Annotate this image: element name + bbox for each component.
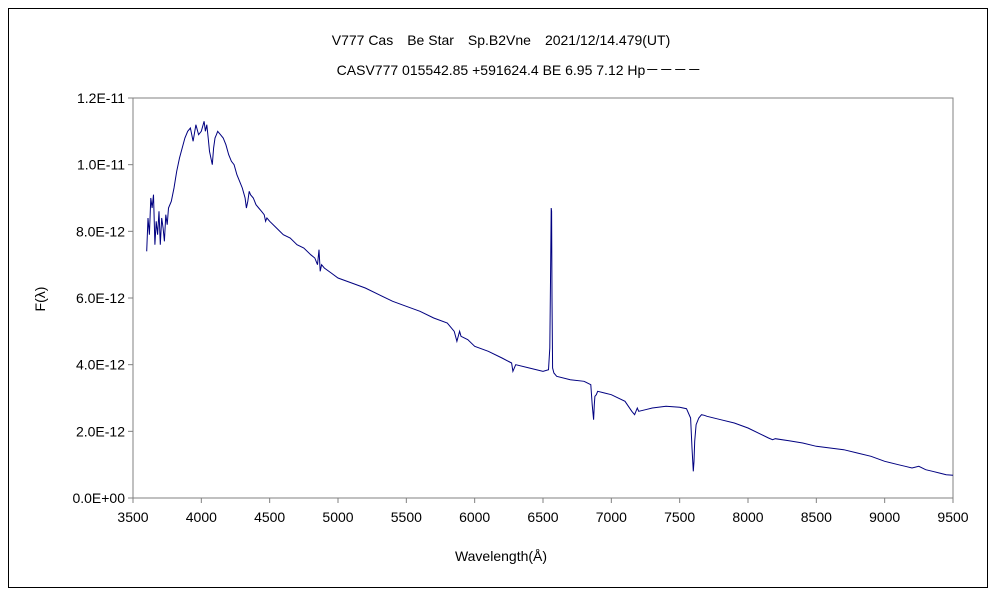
x-tick-label: 3500 (117, 509, 148, 525)
x-axis-label: Wavelength(Å) (455, 548, 547, 564)
x-tick-label: 7000 (596, 509, 627, 525)
x-tick-label: 4000 (186, 509, 217, 525)
spectrum-chart: V777 Cas Be Star Sp.B2Vne 2021/12/14.479… (32, 32, 969, 564)
x-tick-label: 7500 (664, 509, 695, 525)
y-tick-label: 8.0E-12 (76, 223, 125, 239)
x-tick-label: 5500 (391, 509, 422, 525)
chart-title: V777 Cas Be Star Sp.B2Vne 2021/12/14.479… (332, 32, 671, 48)
spectrum-line (146, 121, 954, 476)
x-tick-label: 9500 (937, 509, 968, 525)
y-axis-label: F(λ) (32, 287, 48, 312)
y-tick-label: 4.0E-12 (76, 357, 125, 373)
chart-subtitle: CASV777 015542.85 +591624.4 BE 6.95 7.12… (337, 62, 702, 78)
y-axis: 0.0E+00 2.0E-12 4.0E-12 6.0E-12 8.0E-12 1.0E-… (72, 90, 133, 506)
x-tick-label: 9000 (869, 509, 900, 525)
x-tick-label: 6000 (459, 509, 490, 525)
plot-area (132, 97, 954, 499)
x-tick-label: 8500 (801, 509, 832, 525)
x-tick-label: 4500 (254, 509, 285, 525)
chart-frame: V777 Cas Be Star Sp.B2Vne 2021/12/14.479… (8, 8, 988, 588)
x-tick-label: 6500 (527, 509, 558, 525)
y-tick-label: 2.0E-12 (76, 423, 125, 439)
y-tick-label: 1.0E-11 (77, 157, 125, 173)
y-tick-label: 6.0E-12 (76, 290, 125, 306)
y-tick-label: 0.0E+00 (72, 490, 125, 506)
x-tick-label: 5000 (322, 509, 353, 525)
y-tick-label: 1.2E-11 (77, 90, 125, 106)
x-axis: 3500 4000 4500 5000 5500 6000 6500 7000 7500 8000… (117, 498, 969, 525)
x-tick-label: 8000 (732, 509, 763, 525)
